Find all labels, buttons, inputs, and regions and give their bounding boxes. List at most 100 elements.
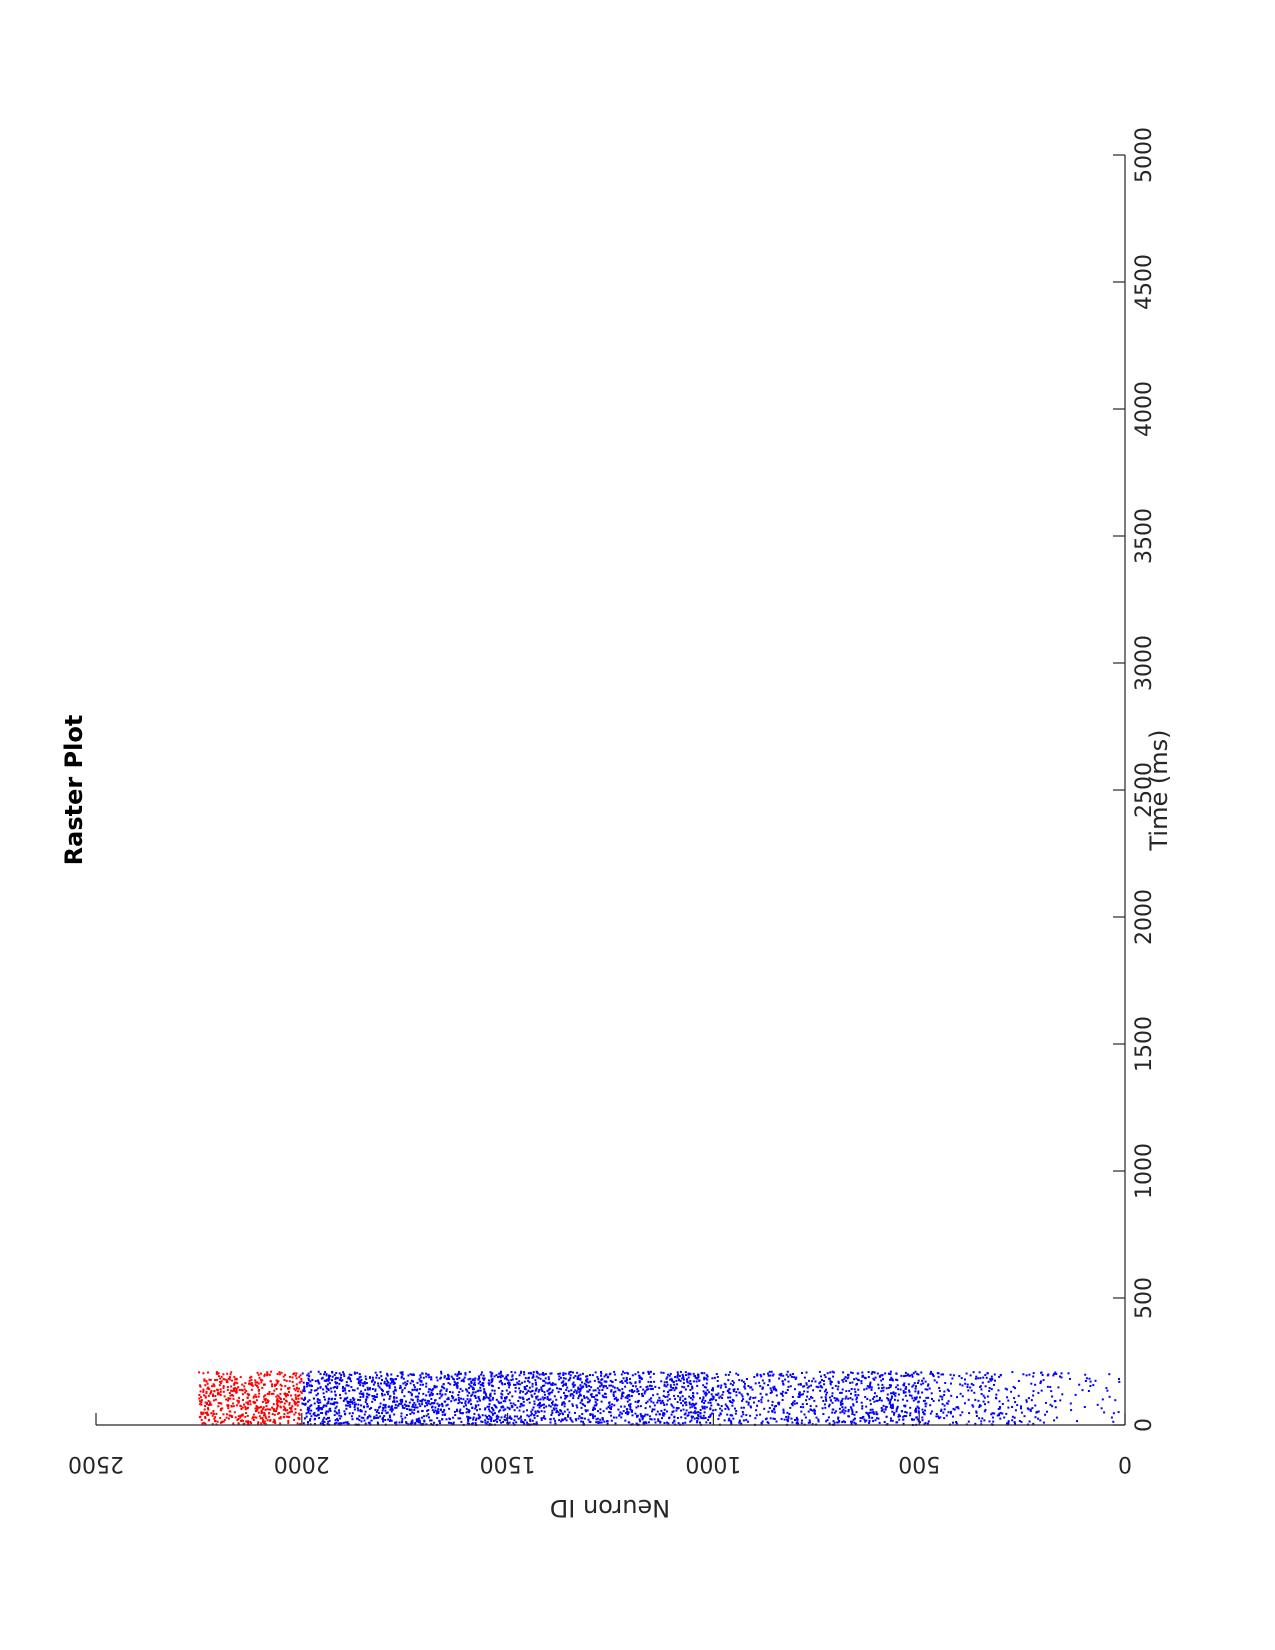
spike-point (491, 1385, 494, 1388)
spike-point (505, 1397, 508, 1400)
spike-point (323, 1404, 326, 1407)
spike-point (415, 1418, 418, 1421)
spike-point (979, 1404, 982, 1407)
spike-point (431, 1394, 434, 1396)
spike-point (204, 1412, 207, 1414)
spike-point (424, 1399, 427, 1402)
spike-point (946, 1388, 949, 1391)
spike-point (1085, 1377, 1088, 1380)
spike-point (656, 1393, 659, 1396)
spike-point (383, 1380, 386, 1383)
spike-point (269, 1408, 272, 1411)
x-tick-label: 1500 (1132, 1016, 1157, 1072)
spike-point (568, 1371, 571, 1374)
spike-point (437, 1411, 440, 1414)
spike-point (861, 1407, 864, 1410)
spike-point (482, 1385, 485, 1388)
spike-point (231, 1379, 233, 1382)
spike-point (558, 1375, 561, 1378)
spike-point (794, 1378, 797, 1380)
spike-point (793, 1400, 796, 1403)
spike-point (276, 1380, 279, 1383)
spike-point (1010, 1390, 1013, 1393)
spike-point (872, 1411, 875, 1414)
spike-point (431, 1405, 434, 1408)
spike-point (851, 1411, 854, 1413)
spike-point (448, 1421, 451, 1424)
spike-point (335, 1376, 338, 1379)
spike-point (447, 1375, 450, 1377)
spike-point (710, 1404, 713, 1407)
spike-point (913, 1382, 916, 1385)
spike-point (1100, 1407, 1103, 1410)
spike-point (313, 1414, 316, 1417)
spike-point (828, 1405, 830, 1408)
spike-point (393, 1399, 396, 1402)
spike-point (527, 1390, 530, 1392)
spike-point (474, 1396, 477, 1399)
spike-point (891, 1405, 894, 1408)
spike-point (1028, 1420, 1031, 1423)
spike-point (985, 1376, 988, 1379)
spike-point (493, 1392, 496, 1395)
spike-point (927, 1396, 930, 1399)
spike-point (648, 1398, 651, 1401)
spike-point (395, 1396, 398, 1399)
spike-point (946, 1402, 948, 1405)
spike-point (738, 1391, 741, 1394)
spike-point (264, 1394, 267, 1397)
spike-point (280, 1384, 283, 1387)
spike-point (307, 1400, 309, 1403)
spike-point (198, 1394, 201, 1396)
spike-point (661, 1417, 663, 1420)
spike-point (290, 1406, 293, 1409)
spike-point (666, 1399, 669, 1402)
spike-point (203, 1408, 206, 1411)
spike-point (978, 1406, 981, 1408)
spike-point (842, 1380, 845, 1383)
spike-point (363, 1381, 366, 1384)
spike-point (380, 1375, 383, 1378)
spike-point (298, 1375, 301, 1378)
spike-point (884, 1372, 887, 1375)
spike-point (324, 1371, 326, 1374)
spike-point (302, 1422, 305, 1425)
spike-point (1053, 1419, 1056, 1422)
spike-point (412, 1380, 414, 1383)
spike-point (677, 1373, 680, 1376)
spike-point (285, 1395, 288, 1398)
spike-point (261, 1386, 264, 1389)
spike-point (406, 1380, 409, 1383)
spike-point (376, 1409, 379, 1412)
spike-point (947, 1400, 950, 1403)
spike-point (235, 1391, 238, 1394)
spike-point (204, 1395, 207, 1398)
spike-point (483, 1378, 485, 1381)
spike-point (727, 1389, 730, 1392)
spike-point (488, 1379, 490, 1382)
spike-point (514, 1390, 517, 1393)
spike-point (440, 1389, 443, 1392)
spike-point (445, 1377, 448, 1380)
spike-point (856, 1372, 859, 1375)
spike-point (842, 1420, 845, 1423)
spike-point (450, 1400, 453, 1403)
spike-point (504, 1400, 507, 1403)
spike-point (401, 1371, 404, 1374)
spike-point (617, 1408, 620, 1411)
spike-point (482, 1374, 485, 1377)
spike-point (479, 1389, 482, 1392)
spike-point (254, 1393, 257, 1396)
spike-point (214, 1395, 217, 1397)
spike-point (375, 1396, 378, 1398)
spike-point (626, 1371, 629, 1374)
spike-point (889, 1386, 892, 1389)
spike-point (930, 1392, 933, 1395)
spike-point (668, 1374, 671, 1377)
spike-point (662, 1412, 665, 1415)
spike-point (549, 1372, 552, 1375)
spike-point (321, 1420, 324, 1423)
spike-point (627, 1421, 630, 1424)
spike-point (488, 1405, 491, 1408)
spike-point (271, 1406, 274, 1409)
